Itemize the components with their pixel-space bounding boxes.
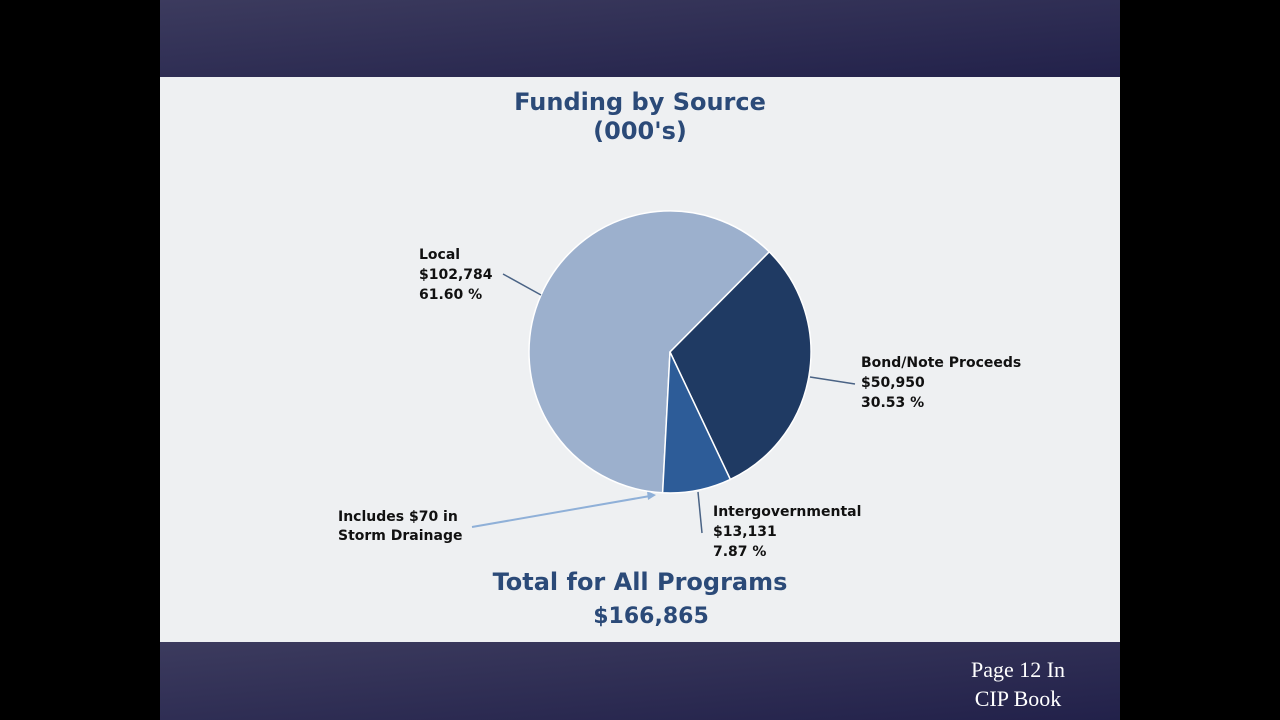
annotation-arrow: [471, 495, 651, 528]
chart-title: Funding by Source: [514, 88, 766, 116]
pie-slice: [528, 210, 771, 494]
footer-band: [160, 642, 1120, 720]
slice-percent: 30.53 %: [861, 395, 924, 411]
leader-line: [697, 491, 703, 534]
pie-slice: [661, 351, 732, 494]
slice-label: Bond/Note Proceeds: [861, 355, 1021, 371]
arrow-head: [647, 491, 656, 500]
pie-slice: [669, 250, 812, 481]
total-label: Total for All Programs: [493, 568, 788, 596]
leader-line: [809, 376, 856, 385]
slice-percent: 7.87 %: [713, 544, 766, 560]
total-value: $166,865: [593, 604, 709, 629]
leader-line: [502, 273, 542, 296]
slice-percent: 61.60 %: [419, 287, 482, 303]
footer-text: Page 12 In CIP Book: [970, 657, 1066, 711]
slice-value: $102,784: [419, 267, 493, 283]
slice-label: Local: [419, 247, 460, 263]
header-band: [160, 0, 1120, 77]
annotation: Includes $70 in Storm Drainage: [338, 509, 463, 544]
slice-value: $50,950: [861, 375, 925, 391]
slice-value: $13,131: [713, 524, 777, 540]
chart-subtitle: (000's): [593, 117, 687, 145]
slice-label: Intergovernmental: [713, 504, 861, 520]
